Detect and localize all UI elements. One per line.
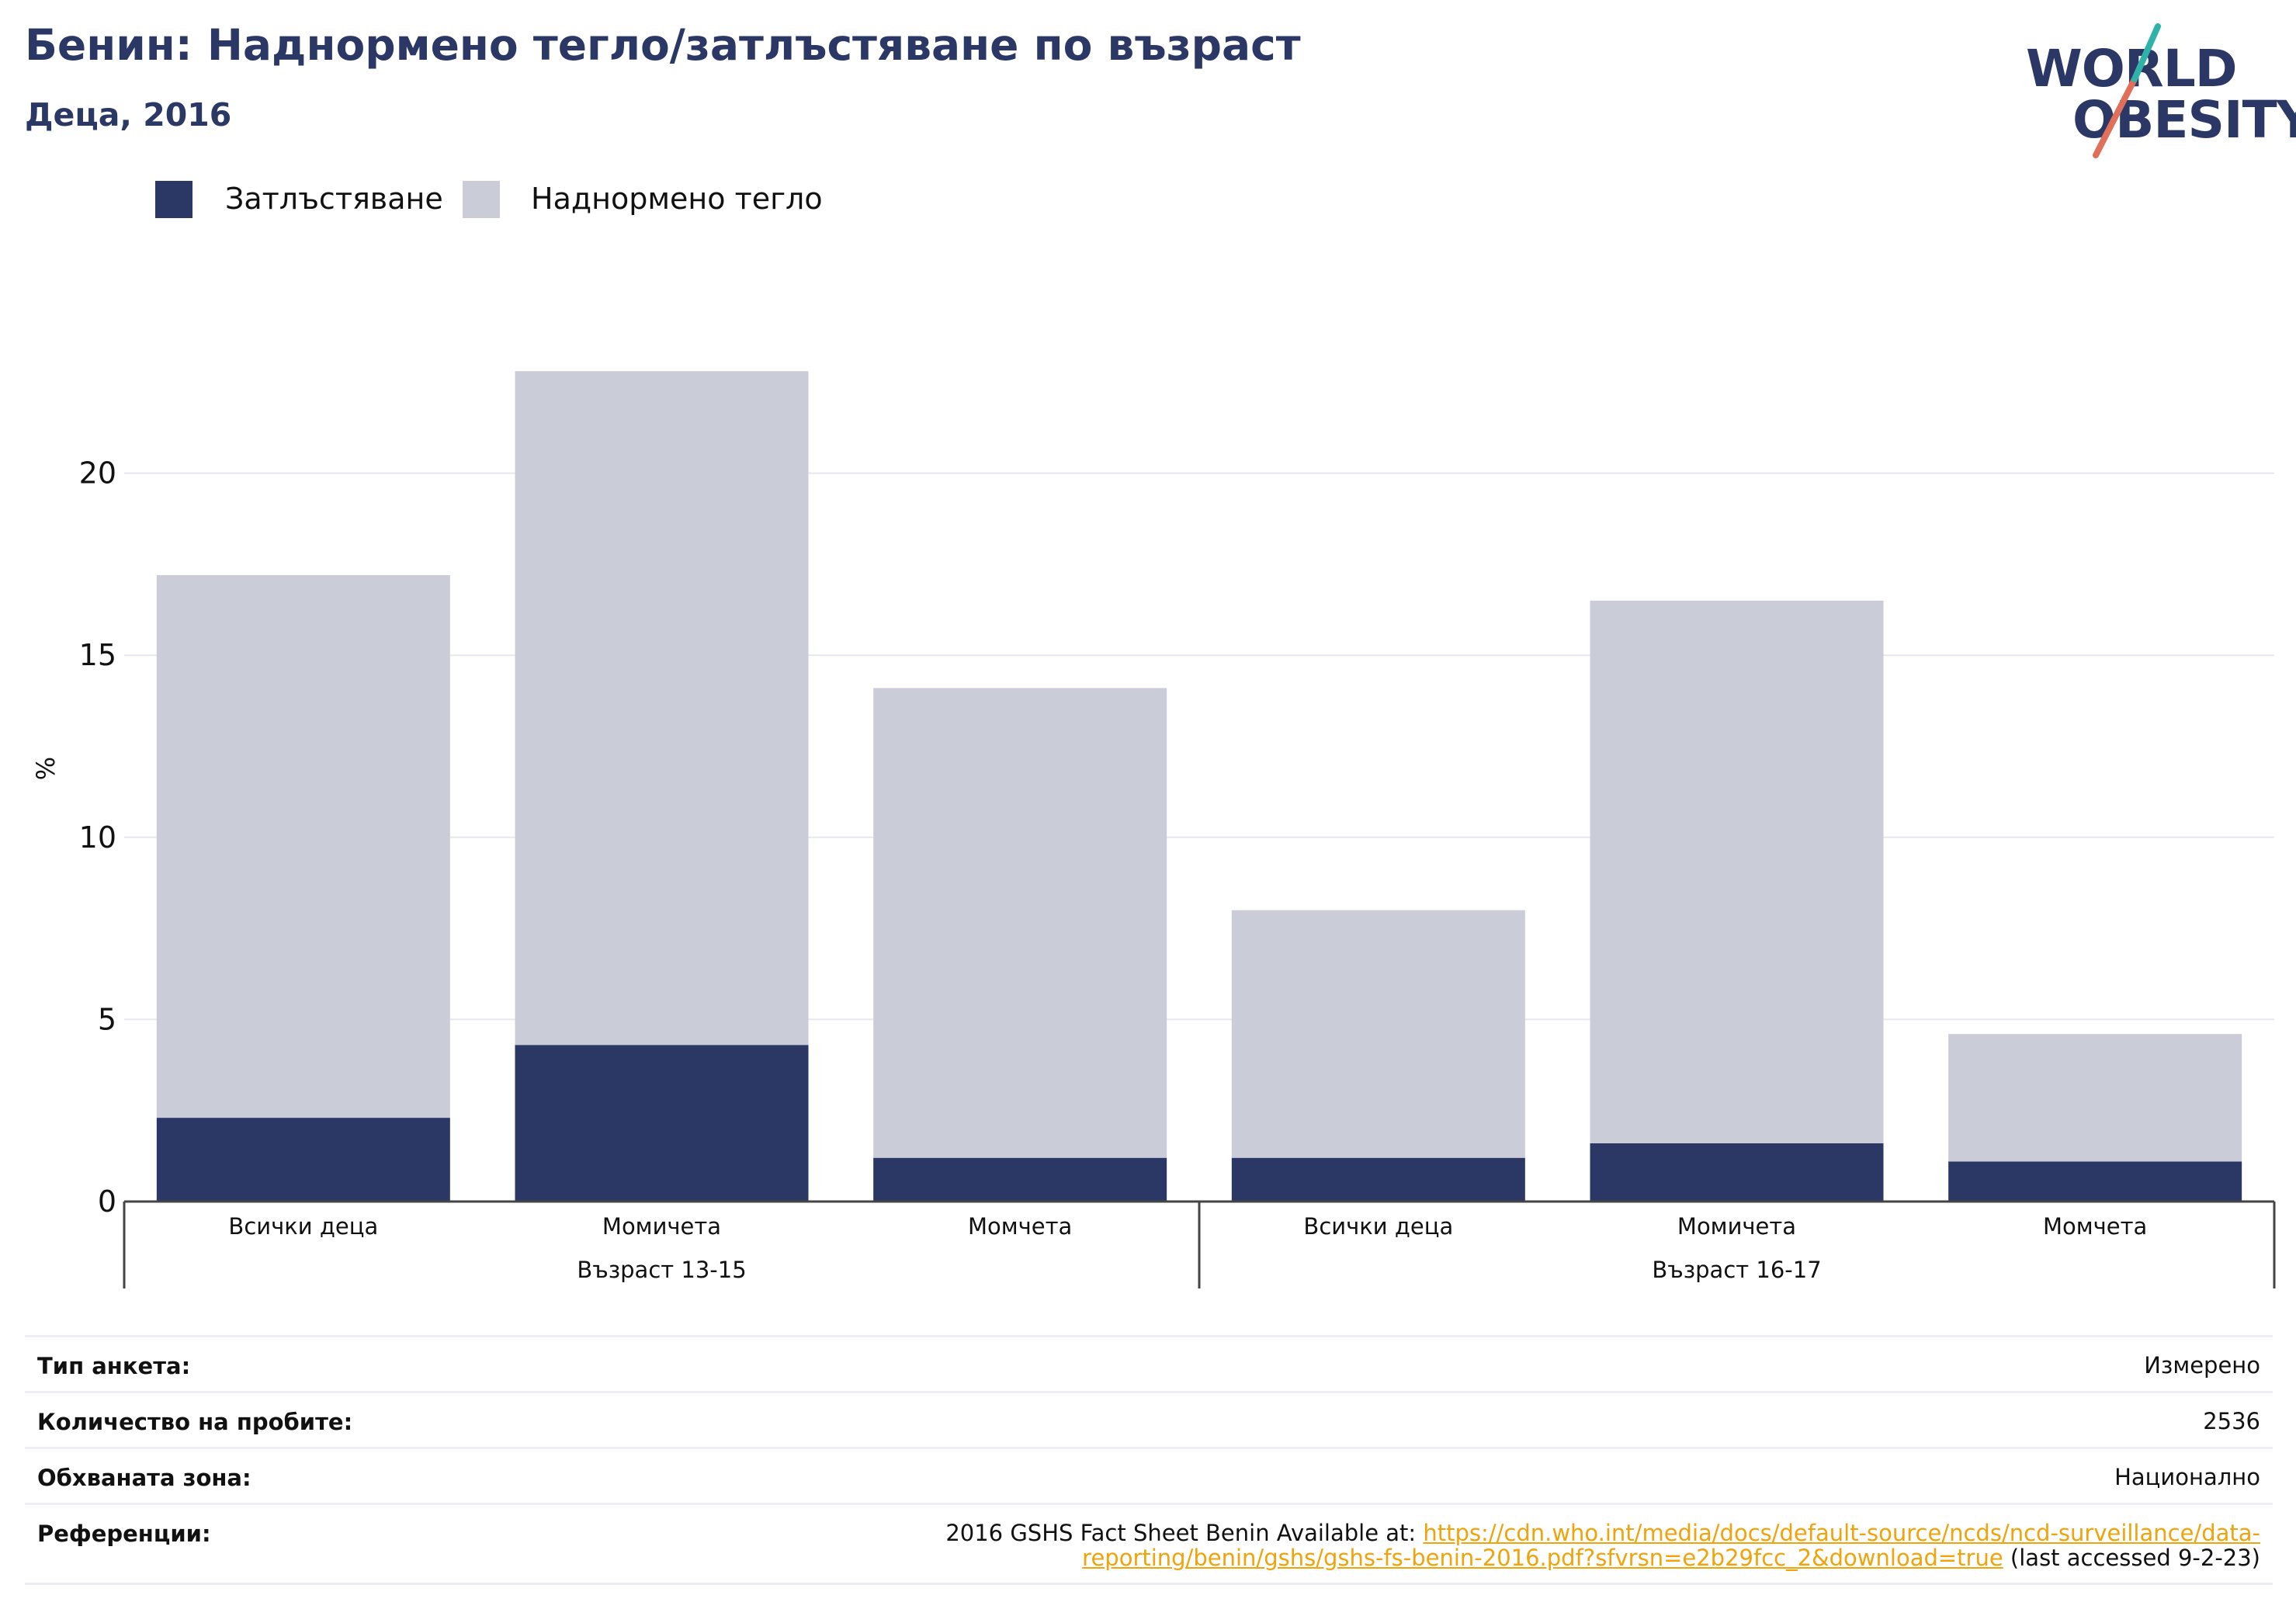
info-value-area-covered: Национално — [2114, 1464, 2260, 1490]
y-tick-label-20: 20 — [79, 456, 116, 491]
axes: 0 5 10 15 20 Всички деца Момичета Момчета Всички… — [79, 456, 2276, 1288]
info-value-references: 2016 GSHS Fact Sheet Benin Available at:… — [945, 1521, 2260, 1570]
legend-label-overweight: Наднормено тегло — [531, 182, 823, 216]
stacked-bar-chart: 0 5 10 15 20 Всички деца Момичета Момчета Всички… — [31, 371, 2276, 1288]
info-row-survey-type: Тип анкета: Измерено — [25, 1335, 2273, 1391]
bar-obesity-0 — [156, 1118, 450, 1202]
logo-slash-icon — [2093, 23, 2161, 158]
survey-info-table: Тип анкета: Измерено Количество на проби… — [25, 1335, 2273, 1585]
bar-overweight-1 — [515, 371, 809, 1046]
x-tick-label-2: Момчета — [968, 1213, 1072, 1240]
info-key-sample-size: Количество на пробите: — [37, 1409, 353, 1435]
bar-obesity-3 — [1231, 1157, 1525, 1202]
y-tick-label-5: 5 — [98, 1002, 116, 1036]
info-row-area-covered: Обхваната зона: Национално — [25, 1447, 2273, 1503]
bar-obesity-2 — [873, 1157, 1167, 1202]
logo-line-2: OBESITY — [2072, 90, 2296, 150]
reference-suffix: (last accessed 9-2-23) — [2003, 1545, 2260, 1571]
grid-lines — [124, 472, 2274, 1021]
group-label-1: Възраст 16-17 — [1652, 1257, 1821, 1283]
info-row-sample-size: Количество на пробите: 2536 — [25, 1391, 2273, 1447]
y-tick-label-10: 10 — [79, 820, 116, 855]
bar-overweight-5 — [1948, 1034, 2242, 1162]
legend-swatch-overweight — [463, 181, 500, 218]
bar-overweight-3 — [1231, 910, 1525, 1158]
y-tick-label-15: 15 — [79, 638, 116, 672]
y-tick-label-0: 0 — [98, 1184, 116, 1219]
group-label-0: Възраст 13-15 — [577, 1257, 746, 1283]
reference-link-line-2[interactable]: reporting/benin/gshs/gshs-fs-benin-2016.… — [1082, 1545, 2003, 1571]
info-row-references: Референции: 2016 GSHS Fact Sheet Benin A… — [25, 1503, 2273, 1585]
chart-title: Бенин: Наднормено тегло/затлъстяване по … — [25, 20, 1301, 70]
x-tick-label-1: Момичета — [602, 1213, 721, 1240]
legend-swatch-obesity — [155, 181, 192, 218]
bars — [156, 371, 2242, 1202]
x-tick-label-5: Момчета — [2043, 1213, 2147, 1240]
x-tick-label-3: Всички деца — [1303, 1213, 1453, 1240]
world-obesity-logo: WORLD OBESITY — [2026, 23, 2296, 163]
x-tick-label-4: Момичета — [1677, 1213, 1796, 1240]
bar-obesity-5 — [1948, 1161, 2242, 1202]
reference-link-line-1[interactable]: https://cdn.who.int/media/docs/default-s… — [1423, 1520, 2260, 1546]
info-value-sample-size: 2536 — [2203, 1408, 2260, 1434]
info-key-references: Референции: — [37, 1521, 211, 1547]
info-key-area-covered: Обхваната зона: — [37, 1465, 251, 1491]
bar-overweight-0 — [156, 574, 450, 1118]
bar-overweight-2 — [873, 688, 1167, 1158]
y-axis-title: % — [31, 757, 61, 780]
info-value-survey-type: Измерено — [2144, 1352, 2260, 1379]
bar-obesity-1 — [515, 1045, 809, 1202]
reference-prefix: 2016 GSHS Fact Sheet Benin Available at: — [945, 1520, 1424, 1546]
x-tick-label-0: Всички деца — [228, 1213, 378, 1240]
info-key-survey-type: Тип анкета: — [37, 1353, 191, 1379]
bar-overweight-4 — [1590, 600, 1884, 1143]
legend-label-obesity: Затлъстяване — [225, 182, 443, 216]
chart-subtitle: Деца, 2016 — [25, 96, 232, 134]
bar-obesity-4 — [1590, 1143, 1884, 1202]
